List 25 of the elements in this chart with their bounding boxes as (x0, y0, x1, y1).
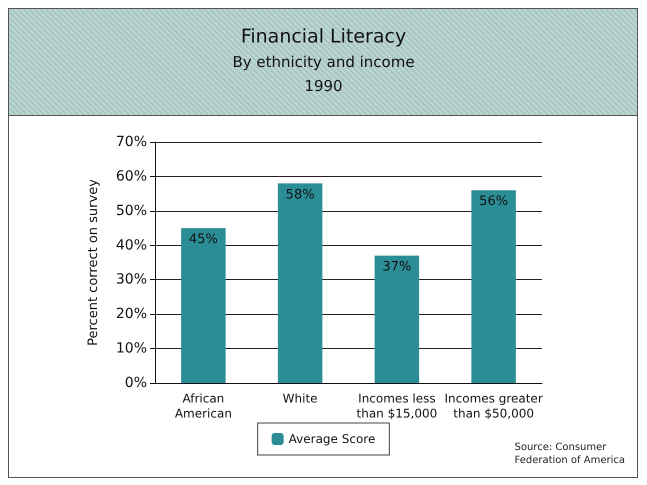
y-tick-label: 60% (116, 168, 147, 184)
bar (278, 183, 322, 383)
legend-label: Average Score (288, 432, 376, 446)
chart-subtitle: By ethnicity and income 1990 (232, 53, 415, 95)
bar (471, 190, 516, 383)
y-tick-label: 50% (116, 202, 147, 219)
bar (374, 256, 420, 383)
y-tick-label: 40% (116, 237, 147, 254)
data-label: 58% (286, 187, 315, 202)
data-label: 45% (188, 232, 218, 248)
source-note: Source: Consumer Federation of America (514, 442, 625, 466)
x-tick-label: Incomes greater than $50,000 (444, 392, 543, 420)
data-label: 56% (479, 194, 508, 210)
data-label: 37% (382, 260, 412, 275)
bar (181, 228, 226, 383)
y-tick-label: 10% (116, 340, 147, 357)
x-tick-label: White (282, 392, 318, 406)
y-axis-title: Percent correct on survey (86, 178, 101, 346)
y-tick-label: 70% (116, 134, 147, 150)
y-tick-label: 0% (124, 375, 147, 391)
x-tick-label: Incomes less than $15,000 (356, 392, 438, 420)
chart-title: Financial Literacy (240, 26, 406, 48)
x-tick-label: African American (174, 392, 232, 420)
y-tick-label: 20% (116, 306, 147, 322)
y-tick-label: 30% (116, 272, 147, 288)
